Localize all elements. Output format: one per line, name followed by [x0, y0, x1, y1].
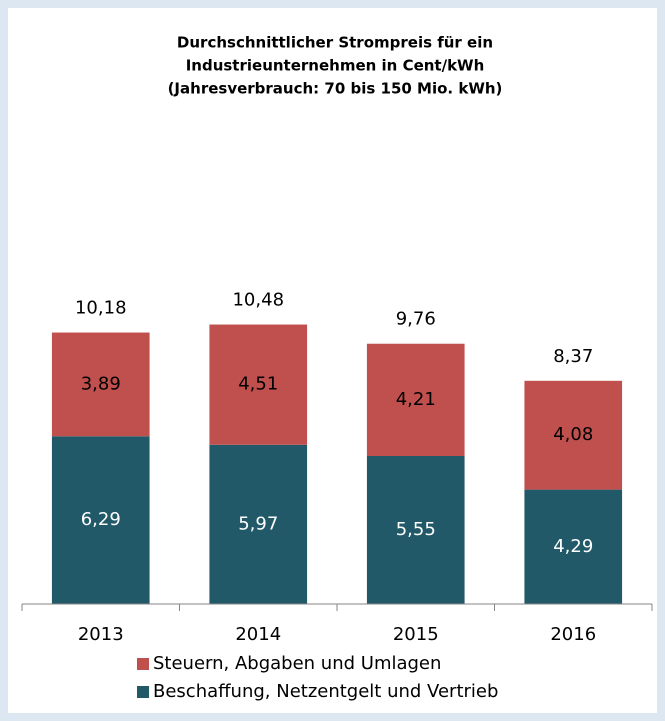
legend-label: Beschaffung, Netzentgelt und Vertrieb [153, 681, 498, 702]
bar-segment [366, 456, 465, 604]
x-tick-label: 2013 [78, 624, 124, 645]
value-label: 3,89 [81, 373, 121, 394]
bar-segment [51, 332, 150, 437]
value-label: 4,21 [396, 389, 436, 410]
bar-segment [209, 444, 308, 604]
value-label: 4,08 [553, 424, 593, 445]
bar-segment [51, 436, 150, 604]
total-label: 10,18 [75, 298, 127, 319]
value-label: 5,55 [396, 519, 436, 540]
bar-segment [209, 324, 308, 445]
chart-title: (Jahresverbrauch: 70 bis 150 Mio. kWh) [168, 80, 503, 98]
bar-segment [524, 489, 623, 604]
value-label: 6,29 [81, 509, 121, 530]
chart-title: Industrieunternehmen in Cent/kWh [186, 57, 485, 75]
legend-label: Steuern, Abgaben und Umlagen [153, 653, 441, 674]
bar-segment [524, 380, 623, 490]
legend-swatch [137, 658, 149, 670]
legend-swatch [137, 686, 149, 698]
total-label: 9,76 [396, 309, 436, 330]
bar-segment [366, 343, 465, 456]
chart-title: Durchschnittlicher Strompreis für ein [177, 34, 493, 52]
value-label: 4,51 [238, 374, 278, 395]
x-tick-label: 2014 [235, 624, 281, 645]
value-label: 5,97 [238, 513, 278, 534]
total-label: 10,48 [232, 290, 284, 311]
x-tick-label: 2016 [550, 624, 596, 645]
total-label: 8,37 [553, 346, 593, 367]
value-label: 4,29 [553, 536, 593, 557]
x-tick-label: 2015 [393, 624, 439, 645]
